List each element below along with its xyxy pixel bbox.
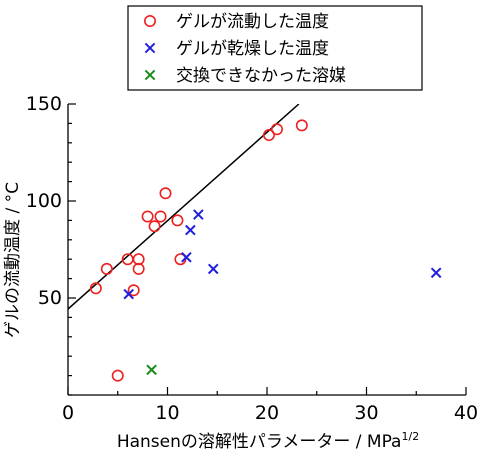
- series-2-point-4: [193, 209, 204, 220]
- series-1-point-9: [148, 220, 161, 233]
- series-1-point-11: [159, 187, 172, 200]
- legend-label-3: 交換できなかった溶媒: [176, 66, 346, 86]
- series-1-point-6: [132, 253, 145, 266]
- series-2-point-5-stroke-b: [207, 263, 219, 275]
- series-3-point-1: [146, 364, 157, 376]
- legend-marker-2: [144, 42, 156, 54]
- y-tick-label-150: 150: [26, 93, 62, 115]
- x-tick-label-10: 10: [155, 402, 179, 424]
- series-2-point-4-stroke-b: [193, 209, 204, 220]
- plot-area: [68, 104, 442, 382]
- series-1-point-8: [141, 210, 154, 223]
- x-tick-label-40: 40: [454, 402, 478, 424]
- series-2-point-5: [207, 263, 219, 275]
- series-1-point-1: [89, 282, 102, 295]
- series-2-point-3-stroke-b: [185, 224, 196, 236]
- series-1-point-7: [132, 262, 145, 275]
- legend-box: [127, 5, 423, 91]
- series-2: [123, 209, 442, 300]
- series-1-point-3: [111, 369, 124, 382]
- legend-marker-3-stroke-b: [144, 69, 156, 81]
- series-2-point-1: [123, 288, 135, 300]
- x-tick-label-30: 30: [354, 402, 378, 424]
- series-1-point-10: [154, 210, 167, 223]
- series-2-point-3: [185, 224, 196, 236]
- legend-label-1: ゲルが流動した温度: [176, 12, 329, 32]
- axes: 0 10 20 30 40 50 100 150: [26, 93, 478, 424]
- series-3: [146, 364, 157, 376]
- y-tick-label-50: 50: [38, 287, 62, 309]
- series-2-point-2-stroke-b: [181, 251, 192, 263]
- series-2-point-6: [430, 267, 442, 279]
- legend-marker-2-stroke-b: [144, 42, 156, 54]
- series-1-point-2: [100, 262, 113, 275]
- series-1-point-15: [270, 123, 283, 136]
- legend-marker-1: [144, 15, 157, 27]
- x-tick-label-20: 20: [255, 402, 279, 424]
- series-1-point-5: [127, 284, 140, 297]
- series-2-point-2: [181, 251, 192, 263]
- y-axis-label: ゲルの流動温度 / °C: [3, 182, 23, 338]
- series-2-point-6-stroke-b: [430, 267, 442, 279]
- series-2-point-1-stroke-b: [123, 288, 135, 300]
- x-tick-label-0: 0: [62, 402, 74, 424]
- x-axis-label: Hansenの溶解性パラメーター / MPa1/2: [117, 430, 419, 452]
- series-1-point-16: [295, 119, 308, 132]
- series-3-point-1-stroke-b: [146, 364, 157, 376]
- series-1: [89, 119, 308, 382]
- series-1-point-12: [171, 214, 184, 227]
- y-tick-label-100: 100: [26, 190, 62, 212]
- legend-marker-3: [144, 69, 156, 81]
- legend-label-2: ゲルが乾燥した温度: [176, 39, 329, 59]
- series-1-point-14: [262, 129, 275, 142]
